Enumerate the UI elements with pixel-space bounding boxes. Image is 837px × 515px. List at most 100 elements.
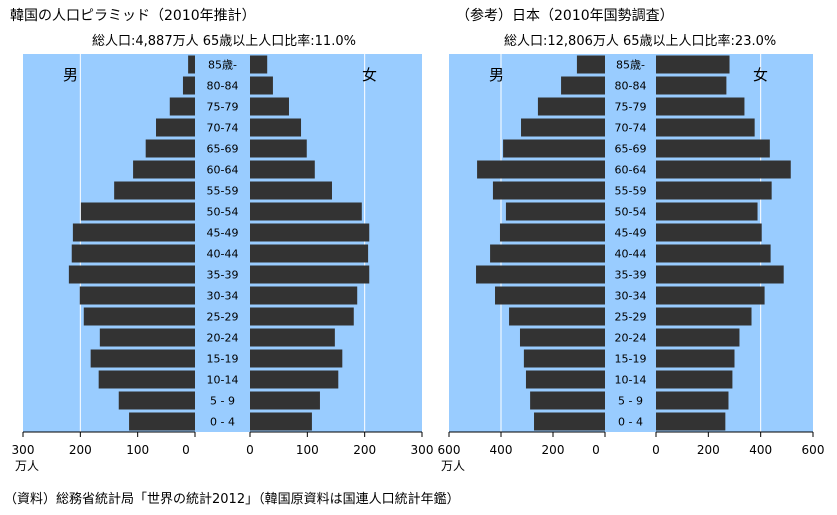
- female-bar: [656, 244, 771, 263]
- male-label: 男: [489, 66, 504, 84]
- age-label: 25-29: [207, 311, 239, 324]
- male-bar: [99, 328, 195, 347]
- female-bar: [656, 286, 765, 305]
- age-label: 0 - 4: [618, 416, 643, 429]
- age-label: 80-84: [207, 80, 239, 93]
- female-bar: [250, 391, 320, 410]
- tick-label: 600: [438, 443, 461, 457]
- age-label: 50-54: [615, 206, 647, 219]
- age-label: 30-34: [615, 290, 647, 303]
- male-bar: [576, 55, 605, 74]
- age-label: 85歳-: [208, 59, 237, 72]
- male-bar: [72, 223, 195, 242]
- female-bar: [656, 55, 730, 74]
- age-label: 10-14: [615, 374, 647, 387]
- male-bar: [129, 412, 195, 431]
- female-bar: [250, 97, 289, 116]
- male-bar: [499, 223, 605, 242]
- female-bar: [656, 139, 770, 158]
- female-bar: [250, 370, 339, 389]
- tick-label: 400: [490, 443, 513, 457]
- age-label: 85歳-: [616, 59, 645, 72]
- age-label: 55-59: [207, 185, 239, 198]
- tick-label: 100: [126, 443, 149, 457]
- age-label: 45-49: [207, 227, 239, 240]
- male-bar: [521, 118, 605, 137]
- male-bar: [169, 97, 195, 116]
- male-bar: [490, 244, 605, 263]
- age-label: 20-24: [615, 332, 647, 345]
- female-bar: [250, 307, 354, 326]
- female-bar: [250, 139, 307, 158]
- age-label: 5 - 9: [210, 395, 235, 408]
- female-bar: [250, 328, 335, 347]
- male-bar: [495, 286, 605, 305]
- age-label: 70-74: [207, 122, 239, 135]
- tick-label: 300: [411, 443, 434, 457]
- tick-label: 600: [802, 443, 825, 457]
- male-bar: [505, 202, 605, 221]
- female-bar: [250, 412, 312, 431]
- age-label: 60-64: [207, 164, 239, 177]
- tick-label: 400: [749, 443, 772, 457]
- male-bar: [561, 76, 605, 95]
- age-label: 80-84: [615, 80, 647, 93]
- female-bar: [250, 160, 315, 179]
- tick-label: 0: [182, 443, 190, 457]
- male-bar: [79, 286, 195, 305]
- source-note: （資料）総務省統計局「世界の統計2012」（韓国原資料は国連人口統計年鑑）: [4, 492, 460, 507]
- male-bar: [523, 349, 605, 368]
- female-bar: [656, 223, 762, 242]
- tick-label: 0: [592, 443, 600, 457]
- age-label: 60-64: [615, 164, 647, 177]
- age-label: 65-69: [615, 143, 647, 156]
- female-bar: [656, 76, 727, 95]
- female-bar: [656, 160, 791, 179]
- age-label: 15-19: [615, 353, 647, 366]
- male-bar: [477, 160, 605, 179]
- male-bar: [145, 139, 195, 158]
- tick-label: 200: [697, 443, 720, 457]
- male-bar: [80, 202, 195, 221]
- female-bar: [656, 328, 740, 347]
- age-label: 55-59: [615, 185, 647, 198]
- unit-label: 万人: [441, 459, 465, 473]
- age-label: 45-49: [615, 227, 647, 240]
- female-label: 女: [362, 66, 377, 84]
- tick-label: 0: [652, 443, 660, 457]
- female-bar: [656, 412, 726, 431]
- age-label: 5 - 9: [618, 395, 643, 408]
- female-label: 女: [753, 66, 768, 84]
- chart-title: （参考）日本（2010年国勢調査）: [456, 7, 674, 24]
- male-label: 男: [63, 66, 78, 84]
- female-bar: [250, 76, 273, 95]
- age-label: 40-44: [615, 248, 647, 261]
- male-bar: [525, 370, 605, 389]
- female-bar: [250, 349, 343, 368]
- female-bar: [250, 181, 332, 200]
- age-label: 40-44: [207, 248, 239, 261]
- male-bar: [68, 265, 195, 284]
- tick-label: 200: [542, 443, 565, 457]
- male-bar: [519, 328, 605, 347]
- male-bar: [71, 244, 195, 263]
- female-bar: [656, 202, 758, 221]
- chart-title: 韓国の人口ピラミッド（2010年推計）: [10, 8, 256, 24]
- chart-subtitle: 総人口:12,806万人 65歳以上人口比率:23.0%: [504, 33, 776, 49]
- age-label: 65-69: [207, 143, 239, 156]
- age-label: 75-79: [207, 101, 239, 114]
- female-bar: [250, 202, 362, 221]
- male-bar: [118, 391, 195, 410]
- male-bar: [182, 76, 195, 95]
- tick-label: 300: [12, 443, 35, 457]
- male-bar: [492, 181, 605, 200]
- plot-background: [449, 54, 813, 432]
- tick-label: 0: [246, 443, 254, 457]
- age-label: 35-39: [207, 269, 239, 282]
- tick-label: 200: [353, 443, 376, 457]
- chart-subtitle: 総人口:4,887万人 65歳以上人口比率:11.0%: [92, 33, 356, 49]
- male-bar: [534, 412, 605, 431]
- male-bar: [83, 307, 195, 326]
- female-bar: [250, 265, 370, 284]
- female-bar: [656, 97, 745, 116]
